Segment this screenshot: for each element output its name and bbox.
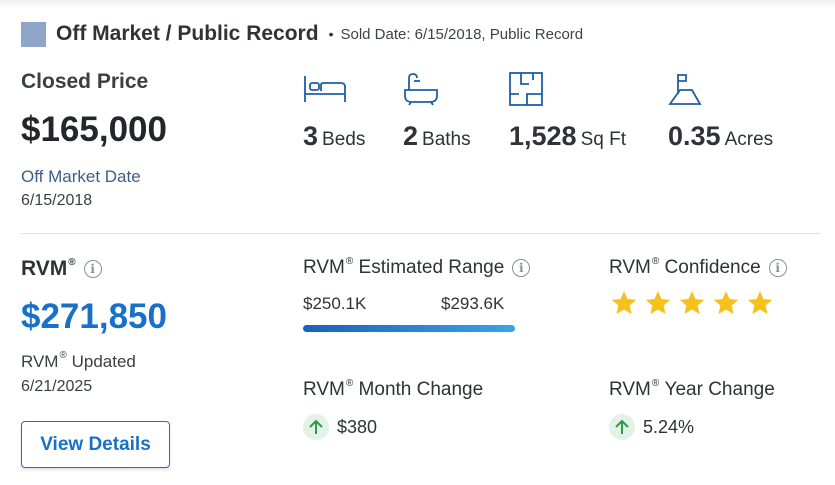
status-meta: Sold Date: 6/15/2018, Public Record — [340, 25, 584, 43]
year-change-label-text: Year Change — [664, 379, 775, 400]
month-change-label-text: Month Change — [358, 379, 484, 400]
month-change: $380 — [303, 414, 377, 440]
year-change: 5.24% — [609, 414, 694, 440]
arrow-up-icon — [303, 414, 329, 440]
info-icon[interactable]: i — [512, 259, 531, 277]
acres-unit: Acres — [724, 129, 774, 150]
baths-value: 2 — [403, 121, 419, 151]
star-icon — [679, 291, 705, 315]
rvm-value: $271,850 — [21, 297, 167, 336]
star-icon — [747, 291, 773, 315]
fact-beds: 3 Beds — [303, 72, 365, 152]
rvm-updated-label: RVM ® Updated — [21, 349, 136, 372]
top-shadow — [0, 0, 835, 8]
month-change-label: RVM ® Month Change — [303, 377, 484, 401]
registered-mark: ® — [68, 256, 76, 268]
rvm-label: RVM — [609, 379, 651, 400]
acres-value: 0.35 — [668, 121, 721, 151]
confidence-label-text: Confidence — [664, 257, 761, 278]
range-bar — [303, 325, 515, 332]
beds-value: 3 — [303, 121, 319, 151]
estimated-range-label: RVM ® Estimated Range i — [303, 255, 531, 279]
sqft-value: 1,528 — [509, 121, 577, 151]
rvm-label: RVM — [21, 352, 59, 371]
section-divider — [21, 233, 821, 234]
month-change-value: $380 — [337, 416, 378, 437]
bathtub-icon — [404, 73, 438, 106]
rvm-label: RVM — [303, 379, 345, 400]
off-market-date-value: 6/15/2018 — [21, 192, 93, 209]
range-label-text: Estimated Range — [358, 257, 505, 278]
range-high: $293.6K — [441, 294, 505, 313]
confidence-stars — [609, 289, 775, 317]
status-label: Off Market / Public Record — [56, 22, 319, 45]
baths-unit: Baths — [422, 129, 471, 150]
registered-mark: ® — [651, 377, 660, 389]
year-change-label: RVM ® Year Change — [609, 377, 775, 401]
registered-mark: ® — [345, 377, 354, 389]
confidence-label: RVM ® Confidence i — [609, 255, 787, 279]
closed-price-label: Closed Price — [21, 70, 149, 93]
rvm-updated-value: 6/21/2025 — [21, 378, 93, 395]
listing-status: Off Market / Public Record • Sold Date: … — [21, 20, 583, 48]
info-icon[interactable]: i — [768, 259, 787, 277]
view-details-button[interactable]: View Details — [21, 421, 170, 468]
fact-acres: 0.35 Acres — [668, 72, 773, 152]
range-low: $250.1K — [303, 294, 367, 313]
updated-text: Updated — [71, 352, 136, 371]
registered-mark: ® — [651, 255, 660, 267]
status-separator: • — [328, 26, 334, 42]
year-change-value: 5.24% — [643, 416, 695, 437]
rvm-label: RVM — [303, 257, 345, 278]
off-market-date-label: Off Market Date — [21, 167, 141, 186]
sqft-unit: Sq Ft — [580, 129, 626, 150]
registered-mark: ® — [345, 255, 354, 267]
star-icon — [611, 291, 637, 315]
registered-mark: ® — [59, 349, 67, 361]
star-icon — [645, 291, 671, 315]
info-icon[interactable]: i — [83, 260, 102, 278]
arrow-up-icon — [609, 414, 635, 440]
rvm-title-text: RVM — [21, 257, 68, 280]
beds-unit: Beds — [322, 129, 366, 150]
fact-sqft: 1,528 Sq Ft — [509, 72, 626, 152]
star-icon — [713, 291, 739, 315]
lot-icon — [668, 74, 702, 105]
closed-price-value: $165,000 — [21, 110, 167, 149]
rvm-title: RVM ® i — [21, 257, 102, 281]
bed-icon — [304, 76, 346, 102]
rvm-label: RVM — [609, 257, 651, 278]
status-color-swatch — [21, 21, 46, 47]
floorplan-icon — [509, 72, 543, 106]
fact-baths: 2 Baths — [403, 72, 471, 152]
